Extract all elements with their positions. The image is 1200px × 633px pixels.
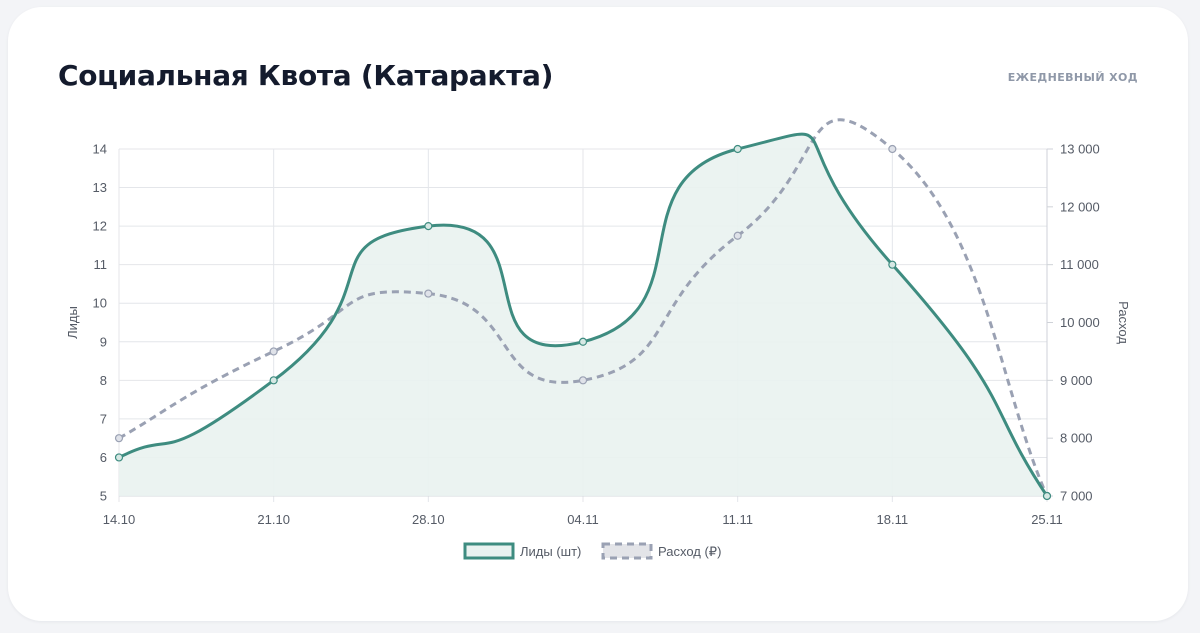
leads-data-point[interactable] [114,453,124,462]
y-right-tick-label: 12 000 [1060,199,1100,214]
x-tick-label: 04.11 [567,512,599,527]
legend-swatch-spend [601,542,653,560]
y-left-tick-label: 10 [93,296,107,311]
y-right-axis-title: Расход [1116,301,1131,344]
y-right-tick-label: 11 000 [1060,257,1099,272]
data-points [114,144,1052,501]
y-right-tick-label: 9 000 [1060,373,1093,388]
x-tick-label: 28.10 [412,512,445,527]
spend-series-line [118,118,1049,497]
legend-item-leads[interactable]: Лиды (шт) [463,542,581,560]
leads-data-point[interactable] [269,376,278,385]
y-left-tick-label: 13 [93,180,107,195]
x-tick-label: 14.10 [103,512,136,527]
x-tick-label: 11.11 [722,512,753,527]
y-right-tick-label: 13 000 [1060,142,1100,157]
y-left-tick-label: 14 [93,142,107,157]
legend-swatch-leads [463,542,515,560]
y-right-tick-label: 10 000 [1060,315,1100,330]
spend-data-point[interactable] [424,289,433,298]
leads-data-point[interactable] [888,260,897,269]
chart-card: Социальная Квота (Катаракта) Ежедневный … [8,7,1188,621]
legend-item-spend[interactable]: Расход (₽) [601,542,721,560]
spend-data-point[interactable] [269,347,278,356]
page-title: Социальная Квота (Катаракта) [58,59,554,92]
y-left-tick-label: 9 [100,334,107,349]
x-tick-label: 18.11 [877,512,909,527]
leads-area-layer [119,134,1047,496]
spend-data-point[interactable] [888,144,897,154]
y-left-tick-label: 11 [94,257,108,272]
y-left-tick-label: 7 [100,411,107,426]
y-left-tick-label: 5 [100,489,107,504]
spend-data-point[interactable] [578,376,588,385]
leads-area-fill [119,134,1047,496]
y-left-tick-label: 8 [100,373,107,388]
spend-data-point[interactable] [114,434,124,443]
leads-data-point[interactable] [578,337,588,346]
x-tick-label: 25.11 [1031,512,1063,527]
chart-subtitle: Ежедневный ход [1007,71,1138,84]
leads-data-point[interactable] [1042,491,1052,501]
legend-label-spend: Расход (₽) [658,544,721,559]
leads-data-point[interactable] [733,144,742,154]
chart-legend: Лиды (шт) Расход (₽) [463,542,721,560]
y-right-tick-label: 8 000 [1060,431,1093,446]
legend-label-leads: Лиды (шт) [520,544,581,559]
y-left-tick-label: 6 [100,450,107,465]
spend-data-point[interactable] [733,231,742,240]
leads-data-point[interactable] [424,222,433,231]
x-tick-label: 21.10 [257,512,290,527]
y-right-tick-label: 7 000 [1060,489,1093,504]
y-left-axis-title: Лиды [65,306,80,339]
y-left-tick-label: 12 [93,219,107,234]
axis-labels: 5 6 7 8 9 10 11 12 13 14 14.10 21.10 28.10 04.11 11.11… [65,142,1131,528]
